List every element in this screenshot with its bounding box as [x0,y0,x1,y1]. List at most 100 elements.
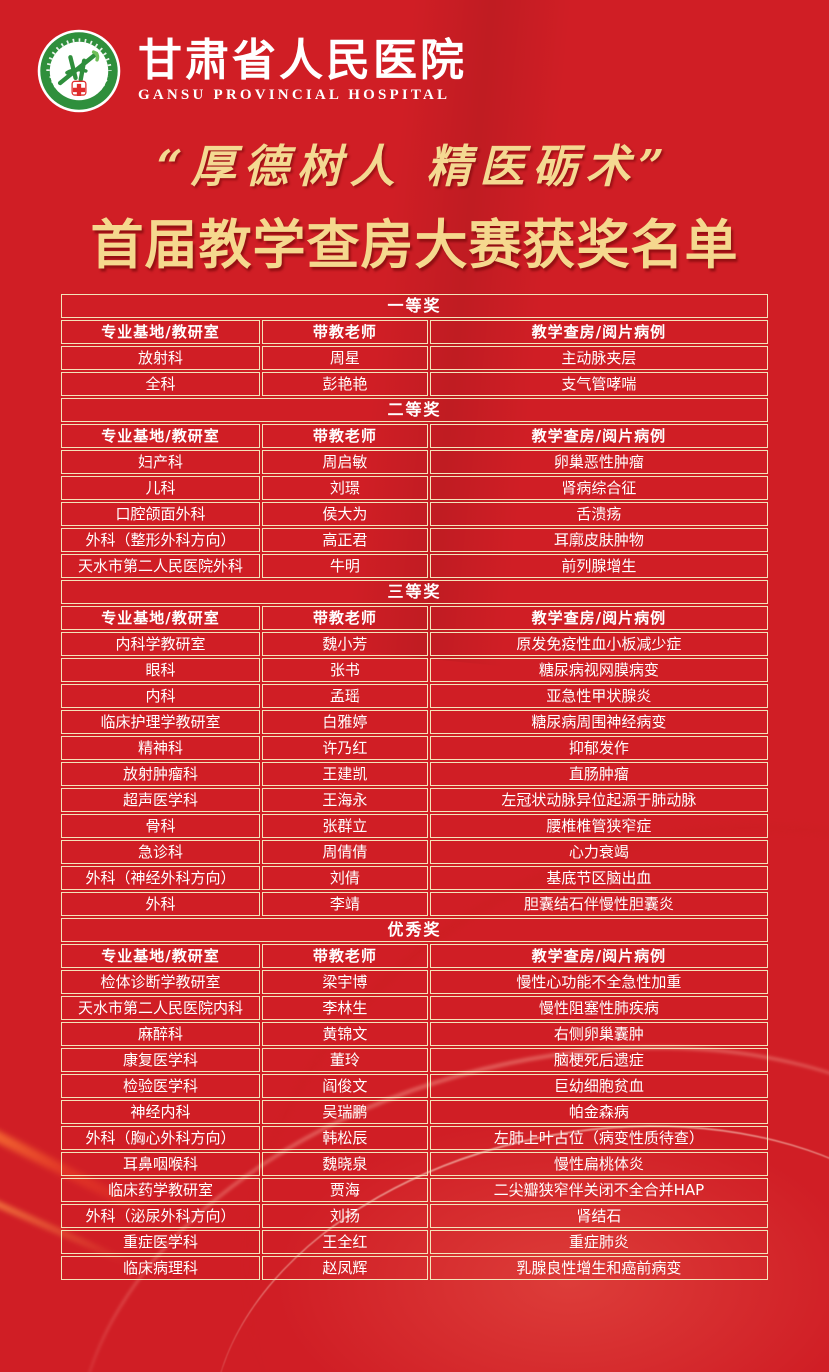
award-section-title: 优秀奖 [61,918,768,942]
cell-case: 重症肺炎 [429,1230,768,1254]
award-section-row: 优秀奖 [61,918,768,942]
cell-department: 外科（整形外科方向） [61,528,260,552]
column-header: 专业基地/教研室 [61,606,260,630]
award-data-row: 临床护理学教研室 白雅婷 糖尿病周围神经病变 [61,710,768,734]
award-data-row: 内科 孟瑶 亚急性甲状腺炎 [61,684,768,708]
award-data-row: 天水市第二人民医院内科 李林生 慢性阻塞性肺疾病 [61,996,768,1020]
cell-teacher: 周星 [261,346,428,370]
cell-teacher: 张书 [261,658,428,682]
hospital-emblem-icon [36,28,122,114]
column-header: 教学查房/阅片病例 [429,944,768,968]
column-header-row: 专业基地/教研室 带教老师 教学查房/阅片病例 [61,944,768,968]
cell-department: 放射科 [61,346,260,370]
cell-case: 慢性心功能不全急性加重 [429,970,768,994]
award-section-title: 三等奖 [61,580,768,604]
award-data-row: 外科（泌尿外科方向） 刘扬 肾结石 [61,1204,768,1228]
column-header: 带教老师 [261,424,428,448]
cell-department: 天水市第二人民医院内科 [61,996,260,1020]
cell-case: 左冠状动脉异位起源于肺动脉 [429,788,768,812]
hospital-name-cn: 甘肃省人民医院 [138,34,467,86]
award-data-row: 耳鼻咽喉科 魏晓泉 慢性扁桃体炎 [61,1152,768,1176]
cell-case: 胆囊结石伴慢性胆囊炎 [429,892,768,916]
award-data-row: 外科（整形外科方向） 高正君 耳廓皮肤肿物 [61,528,768,552]
cell-teacher: 张群立 [261,814,428,838]
cell-teacher: 刘倩 [261,866,428,890]
cell-department: 检验医学科 [61,1074,260,1098]
award-section-row: 三等奖 [61,580,768,604]
cell-department: 麻醉科 [61,1022,260,1046]
award-data-row: 重症医学科 王全红 重症肺炎 [61,1230,768,1254]
column-header: 教学查房/阅片病例 [429,424,768,448]
cell-teacher: 周启敏 [261,450,428,474]
cell-case: 卵巢恶性肿瘤 [429,450,768,474]
cell-case: 帕金森病 [429,1100,768,1124]
cell-teacher: 魏小芳 [261,632,428,656]
column-header: 专业基地/教研室 [61,424,260,448]
award-data-row: 麻醉科 黄锦文 右侧卵巢囊肿 [61,1022,768,1046]
cell-teacher: 牛明 [261,554,428,578]
column-header: 专业基地/教研室 [61,320,260,344]
column-header: 教学查房/阅片病例 [429,606,768,630]
award-data-row: 内科学教研室 魏小芳 原发免疫性血小板减少症 [61,632,768,656]
cell-department: 放射肿瘤科 [61,762,260,786]
column-header-row: 专业基地/教研室 带教老师 教学查房/阅片病例 [61,606,768,630]
column-header-row: 专业基地/教研室 带教老师 教学查房/阅片病例 [61,424,768,448]
cell-teacher: 刘扬 [261,1204,428,1228]
column-header: 带教老师 [261,320,428,344]
cell-department: 临床病理科 [61,1256,260,1280]
cell-department: 妇产科 [61,450,260,474]
cell-teacher: 魏晓泉 [261,1152,428,1176]
cell-case: 慢性阻塞性肺疾病 [429,996,768,1020]
hospital-name-en: GANSU PROVINCIAL HOSPITAL [138,87,451,104]
award-data-row: 临床病理科 赵凤辉 乳腺良性增生和癌前病变 [61,1256,768,1280]
column-header-row: 专业基地/教研室 带教老师 教学查房/阅片病例 [61,320,768,344]
cell-teacher: 孟瑶 [261,684,428,708]
cell-teacher: 刘璟 [261,476,428,500]
cell-department: 天水市第二人民医院外科 [61,554,260,578]
cell-teacher: 阎俊文 [261,1074,428,1098]
award-section-row: 二等奖 [61,398,768,422]
cell-teacher: 吴瑞鹏 [261,1100,428,1124]
cell-department: 儿科 [61,476,260,500]
cell-teacher: 董玲 [261,1048,428,1072]
cell-teacher: 周倩倩 [261,840,428,864]
award-data-row: 神经内科 吴瑞鹏 帕金森病 [61,1100,768,1124]
cell-case: 肾结石 [429,1204,768,1228]
cell-teacher: 贾海 [261,1178,428,1202]
award-data-row: 外科（神经外科方向） 刘倩 基底节区脑出血 [61,866,768,890]
cell-case: 心力衰竭 [429,840,768,864]
award-data-row: 临床药学教研室 贾海 二尖瓣狭窄伴关闭不全合并HAP [61,1178,768,1202]
cell-teacher: 高正君 [261,528,428,552]
slogan-text: “厚德树人 精医砺术” [156,140,673,193]
cell-case: 慢性扁桃体炎 [429,1152,768,1176]
cell-department: 外科（泌尿外科方向） [61,1204,260,1228]
cell-case: 抑郁发作 [429,736,768,760]
cell-teacher: 黄锦文 [261,1022,428,1046]
award-data-row: 外科（胸心外科方向） 韩松辰 左肺上叶占位（病变性质待查） [61,1126,768,1150]
award-data-row: 口腔颌面外科 侯大为 舌溃疡 [61,502,768,526]
cell-case: 前列腺增生 [429,554,768,578]
cell-department: 临床护理学教研室 [61,710,260,734]
cell-case: 直肠肿瘤 [429,762,768,786]
cell-case: 巨幼细胞贫血 [429,1074,768,1098]
cell-teacher: 王海永 [261,788,428,812]
cell-case: 舌溃疡 [429,502,768,526]
cell-teacher: 韩松辰 [261,1126,428,1150]
cell-teacher: 王全红 [261,1230,428,1254]
cell-department: 重症医学科 [61,1230,260,1254]
cell-teacher: 李靖 [261,892,428,916]
cell-teacher: 彭艳艳 [261,372,428,396]
award-data-row: 全科 彭艳艳 支气管哮喘 [61,372,768,396]
award-data-row: 放射科 周星 主动脉夹层 [61,346,768,370]
poster-title: 首届教学查房大赛获奖名单 [90,215,739,276]
hospital-names: 甘肃省人民医院 GANSU PROVINCIAL HOSPITAL [138,34,467,104]
cell-department: 内科 [61,684,260,708]
cell-case: 糖尿病视网膜病变 [429,658,768,682]
cell-teacher: 李林生 [261,996,428,1020]
cell-case: 支气管哮喘 [429,372,768,396]
hospital-header: 甘肃省人民医院 GANSU PROVINCIAL HOSPITAL [36,28,467,114]
awards-table: 一等奖 专业基地/教研室 带教老师 教学查房/阅片病例 放射科 周星 主动脉夹层 全科 彭艳艳支… [59,292,770,1282]
awards-table-body: 一等奖 专业基地/教研室 带教老师 教学查房/阅片病例 放射科 周星 主动脉夹层 全科 彭艳艳支… [61,294,768,1280]
cell-teacher: 梁宇博 [261,970,428,994]
